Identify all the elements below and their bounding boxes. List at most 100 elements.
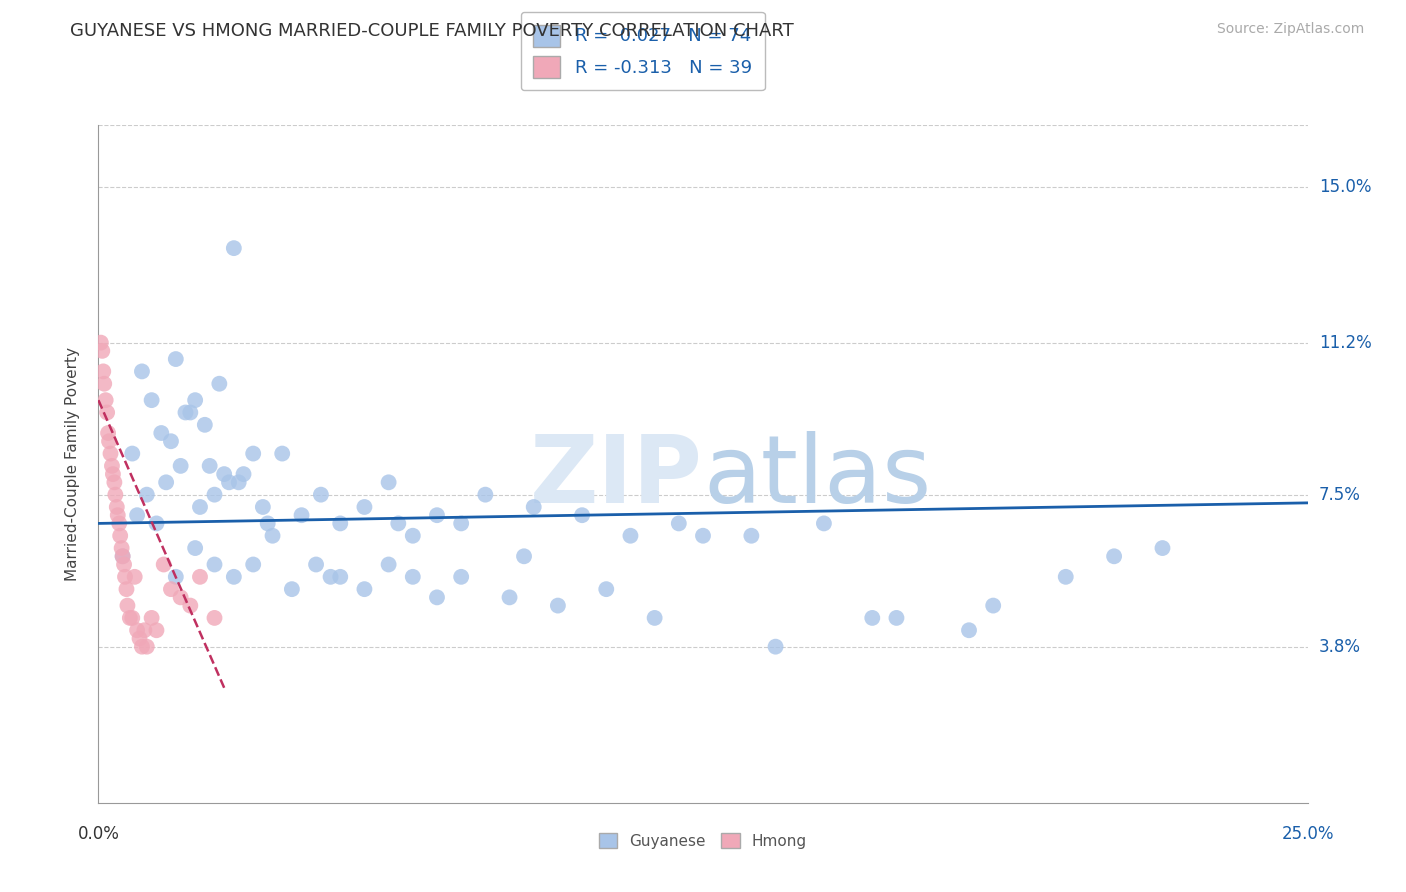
Point bbox=[114, 570, 136, 584]
Point bbox=[426, 508, 449, 523]
Point bbox=[104, 488, 127, 502]
Point bbox=[127, 624, 149, 638]
Point bbox=[131, 364, 153, 378]
Point bbox=[111, 549, 134, 564]
Point bbox=[256, 516, 278, 531]
Point bbox=[101, 458, 124, 473]
Point bbox=[668, 516, 690, 531]
Point bbox=[644, 611, 666, 625]
Point bbox=[198, 458, 221, 473]
Point bbox=[353, 582, 375, 596]
Point bbox=[242, 558, 264, 572]
Point bbox=[93, 376, 115, 391]
Point bbox=[121, 611, 143, 625]
Point bbox=[204, 488, 226, 502]
Point bbox=[91, 343, 114, 358]
Point bbox=[740, 529, 762, 543]
Text: 11.2%: 11.2% bbox=[1319, 334, 1371, 351]
Text: 15.0%: 15.0% bbox=[1319, 178, 1371, 195]
Point bbox=[135, 488, 157, 502]
Point bbox=[242, 446, 264, 460]
Point bbox=[319, 570, 342, 584]
Point bbox=[135, 640, 157, 654]
Point bbox=[150, 425, 173, 440]
Point bbox=[513, 549, 536, 564]
Point bbox=[131, 640, 153, 654]
Text: 7.5%: 7.5% bbox=[1319, 485, 1361, 504]
Point bbox=[222, 570, 245, 584]
Point bbox=[232, 467, 254, 482]
Point bbox=[165, 352, 187, 367]
Point bbox=[108, 529, 131, 543]
Point bbox=[523, 500, 546, 514]
Point bbox=[329, 516, 352, 531]
Point bbox=[860, 611, 883, 625]
Point bbox=[127, 508, 149, 523]
Point bbox=[145, 624, 167, 638]
Point bbox=[90, 335, 112, 350]
Point bbox=[281, 582, 304, 596]
Point bbox=[94, 393, 117, 408]
Point bbox=[107, 508, 129, 523]
Point bbox=[152, 558, 174, 572]
Text: GUYANESE VS HMONG MARRIED-COUPLE FAMILY POVERTY CORRELATION CHART: GUYANESE VS HMONG MARRIED-COUPLE FAMILY … bbox=[70, 22, 794, 40]
Legend: Guyanese, Hmong: Guyanese, Hmong bbox=[592, 825, 814, 856]
Point bbox=[101, 467, 124, 482]
Point bbox=[141, 393, 163, 408]
Point bbox=[595, 582, 617, 596]
Point bbox=[118, 611, 141, 625]
Point bbox=[377, 558, 399, 572]
Point bbox=[329, 570, 352, 584]
Point bbox=[111, 541, 134, 555]
Point bbox=[1054, 570, 1077, 584]
Point bbox=[179, 599, 201, 613]
Point bbox=[619, 529, 641, 543]
Point bbox=[117, 599, 139, 613]
Point bbox=[141, 611, 163, 625]
Point bbox=[450, 516, 472, 531]
Point bbox=[188, 500, 211, 514]
Point bbox=[218, 475, 240, 490]
Point bbox=[1102, 549, 1125, 564]
Point bbox=[305, 558, 328, 572]
Point bbox=[547, 599, 569, 613]
Y-axis label: Married-Couple Family Poverty: Married-Couple Family Poverty bbox=[65, 347, 80, 581]
Point bbox=[474, 488, 496, 502]
Point bbox=[134, 624, 156, 638]
Point bbox=[204, 558, 226, 572]
Point bbox=[165, 570, 187, 584]
Point bbox=[222, 241, 245, 255]
Point bbox=[402, 529, 425, 543]
Point bbox=[98, 434, 121, 449]
Text: ZIP: ZIP bbox=[530, 432, 703, 524]
Point bbox=[174, 405, 197, 419]
Point bbox=[124, 570, 146, 584]
Point bbox=[498, 591, 520, 605]
Point bbox=[204, 611, 226, 625]
Text: 0.0%: 0.0% bbox=[77, 825, 120, 843]
Point bbox=[108, 516, 131, 531]
Point bbox=[387, 516, 409, 531]
Text: 25.0%: 25.0% bbox=[1281, 825, 1334, 843]
Point bbox=[571, 508, 593, 523]
Point bbox=[103, 475, 125, 490]
Point bbox=[252, 500, 274, 514]
Point bbox=[105, 500, 128, 514]
Point bbox=[145, 516, 167, 531]
Text: Source: ZipAtlas.com: Source: ZipAtlas.com bbox=[1216, 22, 1364, 37]
Point bbox=[402, 570, 425, 584]
Point bbox=[309, 488, 332, 502]
Point bbox=[97, 425, 120, 440]
Point bbox=[160, 434, 183, 449]
Point bbox=[981, 599, 1004, 613]
Point bbox=[184, 393, 207, 408]
Point bbox=[121, 446, 143, 460]
Point bbox=[957, 624, 980, 638]
Point bbox=[1152, 541, 1174, 555]
Point bbox=[450, 570, 472, 584]
Point bbox=[96, 405, 118, 419]
Point bbox=[765, 640, 787, 654]
Point bbox=[115, 582, 138, 596]
Text: 3.8%: 3.8% bbox=[1319, 638, 1361, 656]
Point bbox=[426, 591, 449, 605]
